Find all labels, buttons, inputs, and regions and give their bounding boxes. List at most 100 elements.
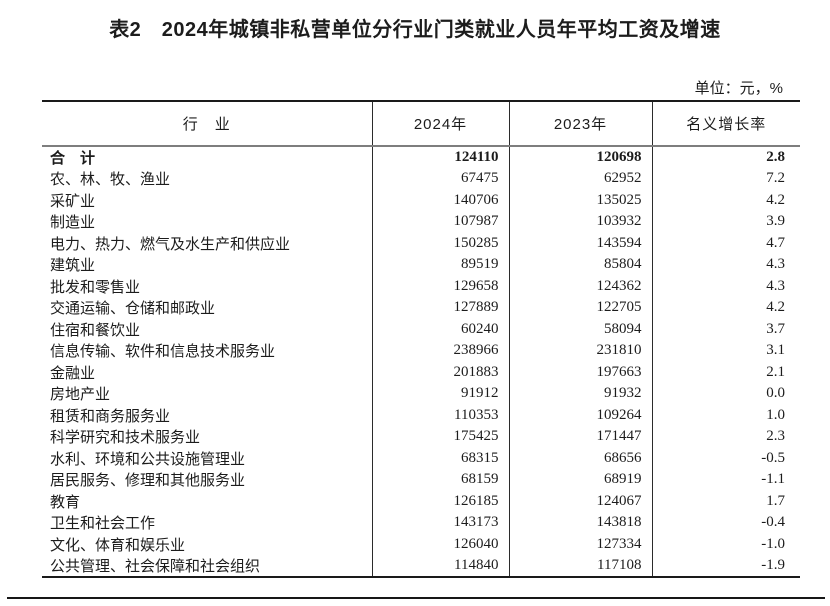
wage-2024-cell: 124110 [371, 146, 509, 168]
table-row: 信息传输、软件和信息技术服务业 238966 231810 3.1 [42, 340, 800, 362]
industry-cell: 制造业 [50, 214, 96, 232]
column-header-industry: 行 业 [42, 101, 372, 147]
wage-2024-cell: 238966 [371, 340, 509, 362]
wage-2024-cell: 143173 [371, 512, 509, 534]
growth-rate-cell: -1.1 [651, 469, 800, 491]
growth-rate-cell: 2.8 [651, 146, 800, 168]
column-header-2023: 2023年 [508, 101, 652, 147]
table-row: 交通运输、仓储和邮政业 127889 122705 4.2 [42, 297, 800, 319]
growth-rate-cell: 0.0 [651, 383, 800, 405]
wage-2023-cell: 58094 [508, 318, 652, 340]
growth-rate-cell: 7.2 [651, 168, 800, 190]
wage-2023-cell: 197663 [508, 361, 652, 383]
table-header: 行 业 2024年 2023年 名义增长率 [42, 101, 800, 147]
growth-rate-cell: 1.7 [651, 490, 800, 512]
growth-rate-cell: -0.4 [651, 512, 800, 534]
growth-rate-cell: -1.0 [651, 533, 800, 555]
table-header-row: 行 业 2024年 2023年 名义增长率 [42, 101, 800, 147]
wage-2024-cell: 107987 [371, 211, 509, 233]
wage-table: 行 业 2024年 2023年 名义增长率 合 计 124110 120698 2.8… [42, 100, 800, 578]
table-row: 文化、体育和娱乐业 126040 127334 -1.0 [42, 533, 800, 555]
industry-cell: 信息传输、软件和信息技术服务业 [50, 343, 276, 361]
wage-2024-cell: 129658 [371, 275, 509, 297]
wage-2024-cell: 110353 [371, 404, 509, 426]
wage-2023-cell: 135025 [508, 189, 652, 211]
industry-cell: 教育 [50, 493, 81, 511]
growth-rate-cell: 2.1 [651, 361, 800, 383]
page-bottom-rule [7, 597, 825, 599]
table-row: 房地产业 91912 91932 0.0 [42, 383, 800, 405]
industry-cell: 居民服务、修理和其他服务业 [50, 472, 246, 490]
wage-2023-cell: 124362 [508, 275, 652, 297]
table-row: 金融业 201883 197663 2.1 [42, 361, 800, 383]
growth-rate-cell: 2.3 [651, 426, 800, 448]
table-row: 教育 126185 124067 1.7 [42, 490, 800, 512]
industry-cell: 公共管理、社会保障和社会组织 [50, 558, 261, 575]
wage-2023-cell: 85804 [508, 254, 652, 276]
industry-cell: 卫生和社会工作 [50, 515, 156, 533]
page-title: 表2 2024年城镇非私营单位分行业门类就业人员年平均工资及增速 [109, 19, 721, 41]
wage-2023-cell: 231810 [508, 340, 652, 362]
wage-2024-cell: 127889 [371, 297, 509, 319]
growth-rate-cell: 4.3 [651, 254, 800, 276]
industry-cell: 采矿业 [50, 192, 96, 210]
growth-rate-cell: 3.7 [651, 318, 800, 340]
industry-cell: 交通运输、仓储和邮政业 [50, 300, 216, 318]
growth-rate-cell: 4.7 [651, 232, 800, 254]
wage-2024-cell: 126185 [371, 490, 509, 512]
wage-2023-cell: 68919 [508, 469, 652, 491]
column-header-2024: 2024年 [371, 101, 509, 147]
growth-rate-cell: 3.9 [651, 211, 800, 233]
wage-2024-cell: 150285 [371, 232, 509, 254]
growth-rate-cell: 3.1 [651, 340, 800, 362]
industry-cell: 租赁和商务服务业 [50, 407, 171, 425]
table-row: 电力、热力、燃气及水生产和供应业 150285 143594 4.7 [42, 232, 800, 254]
wage-2024-cell: 126040 [371, 533, 509, 555]
industry-cell: 批发和零售业 [50, 278, 141, 296]
table-row: 水利、环境和公共设施管理业 68315 68656 -0.5 [42, 447, 800, 469]
wage-2024-cell: 60240 [371, 318, 509, 340]
wage-2024-cell: 91912 [371, 383, 509, 405]
table-row: 居民服务、修理和其他服务业 68159 68919 -1.1 [42, 469, 800, 491]
unit-note: 单位：元，% [694, 80, 783, 97]
wage-2023-cell: 124067 [508, 490, 652, 512]
wage-2024-cell: 140706 [371, 189, 509, 211]
table-row: 住宿和餐饮业 60240 58094 3.7 [42, 318, 800, 340]
table-row: 制造业 107987 103932 3.9 [42, 211, 800, 233]
wage-2023-cell: 103932 [508, 211, 652, 233]
wage-2023-cell: 122705 [508, 297, 652, 319]
wage-2024-cell: 67475 [371, 168, 509, 190]
wage-2023-cell: 143594 [508, 232, 652, 254]
wage-2024-cell: 201883 [371, 361, 509, 383]
growth-rate-cell: 1.0 [651, 404, 800, 426]
industry-cell: 文化、体育和娱乐业 [50, 536, 186, 554]
wage-2023-cell: 91932 [508, 383, 652, 405]
table-row: 卫生和社会工作 143173 143818 -0.4 [42, 512, 800, 534]
table-row: 公共管理、社会保障和社会组织 114840 117108 -1.9 [42, 555, 800, 577]
wage-2023-cell: 120698 [508, 146, 652, 168]
table-row: 采矿业 140706 135025 4.2 [42, 189, 800, 211]
wage-2024-cell: 114840 [371, 555, 509, 577]
table-row: 租赁和商务服务业 110353 109264 1.0 [42, 404, 800, 426]
table-row: 合 计 124110 120698 2.8 [42, 146, 800, 168]
industry-cell: 水利、环境和公共设施管理业 [50, 450, 246, 468]
growth-rate-cell: 4.3 [651, 275, 800, 297]
table-row: 农、林、牧、渔业 67475 62952 7.2 [42, 168, 800, 190]
wage-2024-cell: 89519 [371, 254, 509, 276]
wage-2024-cell: 175425 [371, 426, 509, 448]
column-header-growth: 名义增长率 [651, 101, 800, 147]
wage-2023-cell: 171447 [508, 426, 652, 448]
wage-2023-cell: 117108 [508, 555, 652, 577]
table-body: 合 计 124110 120698 2.8 农、林、牧、渔业 67475 62952 7.2 采… [42, 146, 800, 577]
wage-2023-cell: 127334 [508, 533, 652, 555]
industry-cell: 合 计 [50, 150, 96, 167]
growth-rate-cell: -1.9 [651, 555, 800, 577]
growth-rate-cell: -0.5 [651, 447, 800, 469]
wage-2024-cell: 68315 [371, 447, 509, 469]
industry-cell: 科学研究和技术服务业 [50, 429, 201, 447]
table-row: 建筑业 89519 85804 4.3 [42, 254, 800, 276]
table-row: 批发和零售业 129658 124362 4.3 [42, 275, 800, 297]
industry-cell: 金融业 [50, 364, 96, 382]
growth-rate-cell: 4.2 [651, 189, 800, 211]
wage-2023-cell: 62952 [508, 168, 652, 190]
